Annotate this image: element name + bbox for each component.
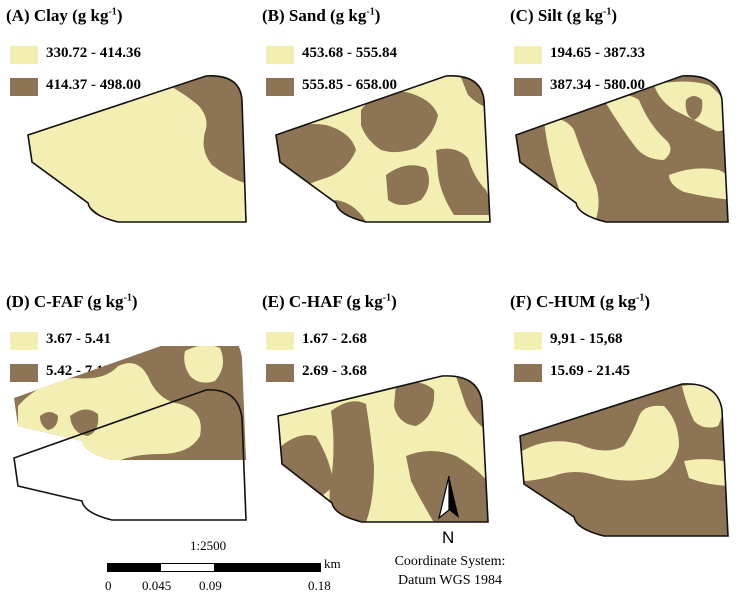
legend-swatch-dark xyxy=(514,364,542,382)
legend-label: 387.34 - 580.00 xyxy=(550,77,645,93)
panel-title: (A) Clay (g kg-1) xyxy=(6,6,123,25)
legend-label: 453.68 - 555.84 xyxy=(302,45,397,61)
silt-map xyxy=(515,75,729,223)
legend-label: 1.67 - 2.68 xyxy=(302,331,367,347)
legend-swatch-dark xyxy=(266,78,294,96)
panel-silt: (C) Silt (g kg-1) 194.65 - 387.33 387.34… xyxy=(504,0,745,290)
panel-c-faf: (D) C-FAF (g kg-1) 3.67 - 5.41 5.42 - 7.… xyxy=(0,286,248,576)
c-haf-map xyxy=(277,375,489,523)
legend-class-low: 9,91 - 15,68 xyxy=(514,330,744,354)
legend-swatch-light xyxy=(266,332,294,350)
legend-swatch-dark xyxy=(266,364,294,382)
legend-class-high: 555.85 - 658.00 xyxy=(266,76,496,100)
legend-class-low: 3.67 - 5.41 xyxy=(10,330,240,354)
panel-title: (B) Sand (g kg-1) xyxy=(262,6,381,25)
coordinate-system-line-1: Coordinate System: xyxy=(394,554,506,569)
coordinate-system-line-2: Datum WGS 1984 xyxy=(398,573,502,588)
sand-map xyxy=(275,75,491,223)
legend-swatch-dark xyxy=(10,364,38,382)
scale-bar xyxy=(107,563,321,572)
north-label: N xyxy=(442,528,455,547)
north-arrow-icon xyxy=(438,475,459,520)
legend-swatch-light xyxy=(10,46,38,64)
coordinate-system-note: Coordinate System: Datum WGS 1984 xyxy=(380,552,520,590)
legend-label: 414.37 - 498.00 xyxy=(46,77,141,93)
legend-label: 2.69 - 3.68 xyxy=(302,363,367,379)
scale-tick-1: 0.045 xyxy=(142,578,172,593)
legend-label: 555.85 - 658.00 xyxy=(302,77,397,93)
panel-title: (C) Silt (g kg-1) xyxy=(510,6,618,25)
panel-c-haf: (E) C-HAF (g kg-1) 1.67 - 2.68 2.69 - 3.… xyxy=(256,286,504,576)
panel-title: (E) C-HAF (g kg-1) xyxy=(262,292,397,311)
legend-swatch-dark xyxy=(10,78,38,96)
legend-class-high: 15.69 - 21.45 xyxy=(514,362,744,386)
legend-label: 15.69 - 21.45 xyxy=(550,363,630,379)
scale-unit: km xyxy=(324,556,341,571)
legend-swatch-light xyxy=(266,46,294,64)
legend-class-high: 414.37 - 498.00 xyxy=(10,76,240,100)
scale-tick-3: 0.18 xyxy=(308,578,331,593)
legend-class-low: 194.65 - 387.33 xyxy=(514,44,744,68)
scale-ratio: 1:2500 xyxy=(190,538,227,553)
panel-sand: (B) Sand (g kg-1) 453.68 - 555.84 555.85… xyxy=(256,0,504,290)
panel-title: (D) C-FAF (g kg-1) xyxy=(6,292,138,311)
clay-map xyxy=(27,75,247,223)
legend-label: 330.72 - 414.36 xyxy=(46,45,141,61)
panel-clay: (A) Clay (g kg-1) 330.72 - 414.36 414.37… xyxy=(0,0,248,290)
legend-swatch-light xyxy=(514,46,542,64)
legend-swatch-light xyxy=(514,332,542,350)
legend-label: 3.67 - 5.41 xyxy=(46,331,111,347)
legend-class-low: 453.68 - 555.84 xyxy=(266,44,496,68)
legend-class-low: 330.72 - 414.36 xyxy=(10,44,240,68)
legend-class-high: 2.69 - 3.68 xyxy=(266,362,496,386)
c-hum-map xyxy=(519,383,729,537)
c-faf-map xyxy=(13,346,247,521)
panel-title: (F) C-HUM (g kg-1) xyxy=(510,292,651,311)
legend-label: 194.65 - 387.33 xyxy=(550,45,645,61)
scale-bar-white-segment xyxy=(161,564,214,571)
legend-class-low: 1.67 - 2.68 xyxy=(266,330,496,354)
legend-class-high: 387.34 - 580.00 xyxy=(514,76,744,100)
scale-tick-2: 0.09 xyxy=(199,578,222,593)
scale-tick-0: 0 xyxy=(105,578,112,593)
legend-label: 9,91 - 15,68 xyxy=(550,331,623,347)
legend-swatch-light xyxy=(10,332,38,350)
panel-c-hum: (F) C-HUM (g kg-1) 9,91 - 15,68 15.69 - … xyxy=(504,286,745,576)
legend-swatch-dark xyxy=(514,78,542,96)
